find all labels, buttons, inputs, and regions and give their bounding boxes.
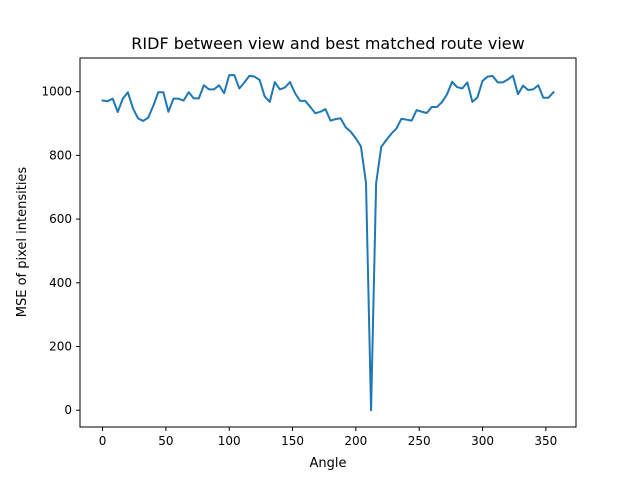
x-tick-label: 250 xyxy=(408,434,431,448)
y-tick-label: 800 xyxy=(49,148,72,162)
y-tick-label: 200 xyxy=(49,340,72,354)
y-axis-label: MSE of pixel intensities xyxy=(15,167,30,318)
x-tick-label: 200 xyxy=(344,434,367,448)
x-tick-label: 0 xyxy=(99,434,107,448)
x-tick-label: 350 xyxy=(534,434,557,448)
plot-frame xyxy=(79,57,577,428)
x-tick-label: 150 xyxy=(281,434,304,448)
x-axis-ticks: 0 50 100 150 200 250 300 350 xyxy=(99,427,557,448)
series-line-0 xyxy=(101,74,555,412)
y-tick-label: 400 xyxy=(49,276,72,290)
y-tick-label: 1000 xyxy=(41,85,72,99)
x-tick-label: 50 xyxy=(158,434,173,448)
series-layer xyxy=(101,74,555,412)
y-axis-ticks: 0 200 400 600 800 1000 xyxy=(41,85,80,417)
x-axis-label: Angle xyxy=(310,456,347,471)
y-tick-label: 0 xyxy=(64,403,72,417)
y-tick-label: 600 xyxy=(49,212,72,226)
x-tick-label: 300 xyxy=(471,434,494,448)
chart-title: RIDF between view and best matched route… xyxy=(131,34,524,53)
x-tick-label: 100 xyxy=(218,434,241,448)
